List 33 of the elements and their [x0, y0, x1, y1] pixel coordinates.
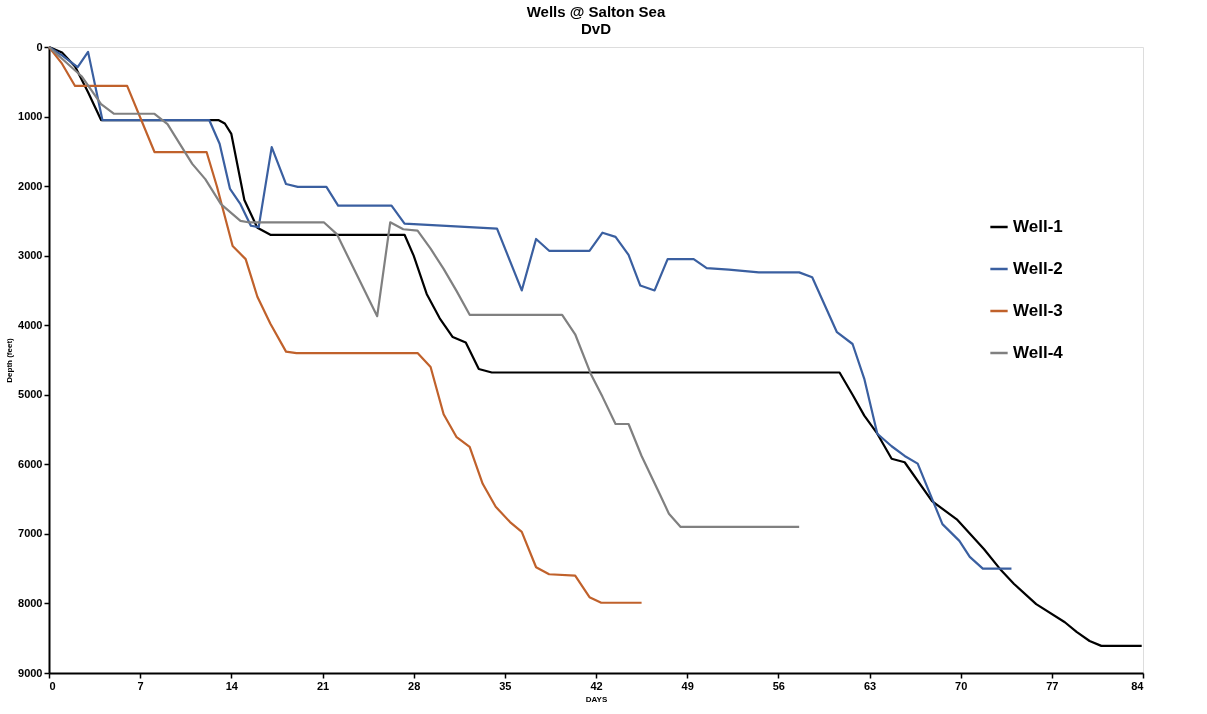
x-tick-label: 14 — [225, 679, 239, 692]
x-tick-label: 7 — [137, 679, 144, 692]
chart-title: Wells @ Salton Sea — [526, 3, 666, 20]
x-tick-label: 35 — [499, 679, 512, 692]
y-tick-label: 5000 — [18, 388, 43, 401]
x-tick-label: 70 — [955, 679, 968, 692]
x-tick-label: 21 — [316, 679, 330, 692]
legend-label: Well-4 — [1013, 343, 1064, 362]
x-tick-label: 49 — [681, 679, 694, 692]
legend-label: Well-3 — [1013, 301, 1063, 320]
y-tick-label: 9000 — [18, 666, 43, 679]
y-tick-label: 1000 — [18, 110, 43, 123]
legend-label: Well-2 — [1013, 259, 1063, 278]
y-tick-label: 7000 — [18, 527, 43, 540]
y-tick-label: 2000 — [18, 179, 43, 192]
x-tick-label: 63 — [863, 679, 877, 692]
y-tick-label: 3000 — [18, 249, 43, 262]
y-tick-label: 8000 — [18, 596, 43, 609]
line-series — [47, 45, 801, 529]
line-series — [47, 45, 643, 604]
x-tick-label: 77 — [1046, 679, 1059, 692]
x-tick-label: 84 — [1131, 679, 1145, 692]
y-tick-label: 0 — [36, 40, 43, 53]
x-tick-label: 56 — [772, 679, 785, 692]
x-tick-label: 0 — [49, 679, 56, 692]
x-axis-title: DAYS — [585, 694, 608, 704]
y-tick-label: 4000 — [18, 318, 43, 331]
chart-subtitle: DvD — [580, 20, 612, 37]
y-tick-label: 6000 — [18, 457, 43, 470]
legend-label: Well-1 — [1013, 217, 1063, 236]
y-axis-title: Depth (feet) — [5, 337, 15, 383]
x-tick-label: 28 — [408, 679, 421, 692]
x-tick-label: 42 — [590, 679, 603, 692]
